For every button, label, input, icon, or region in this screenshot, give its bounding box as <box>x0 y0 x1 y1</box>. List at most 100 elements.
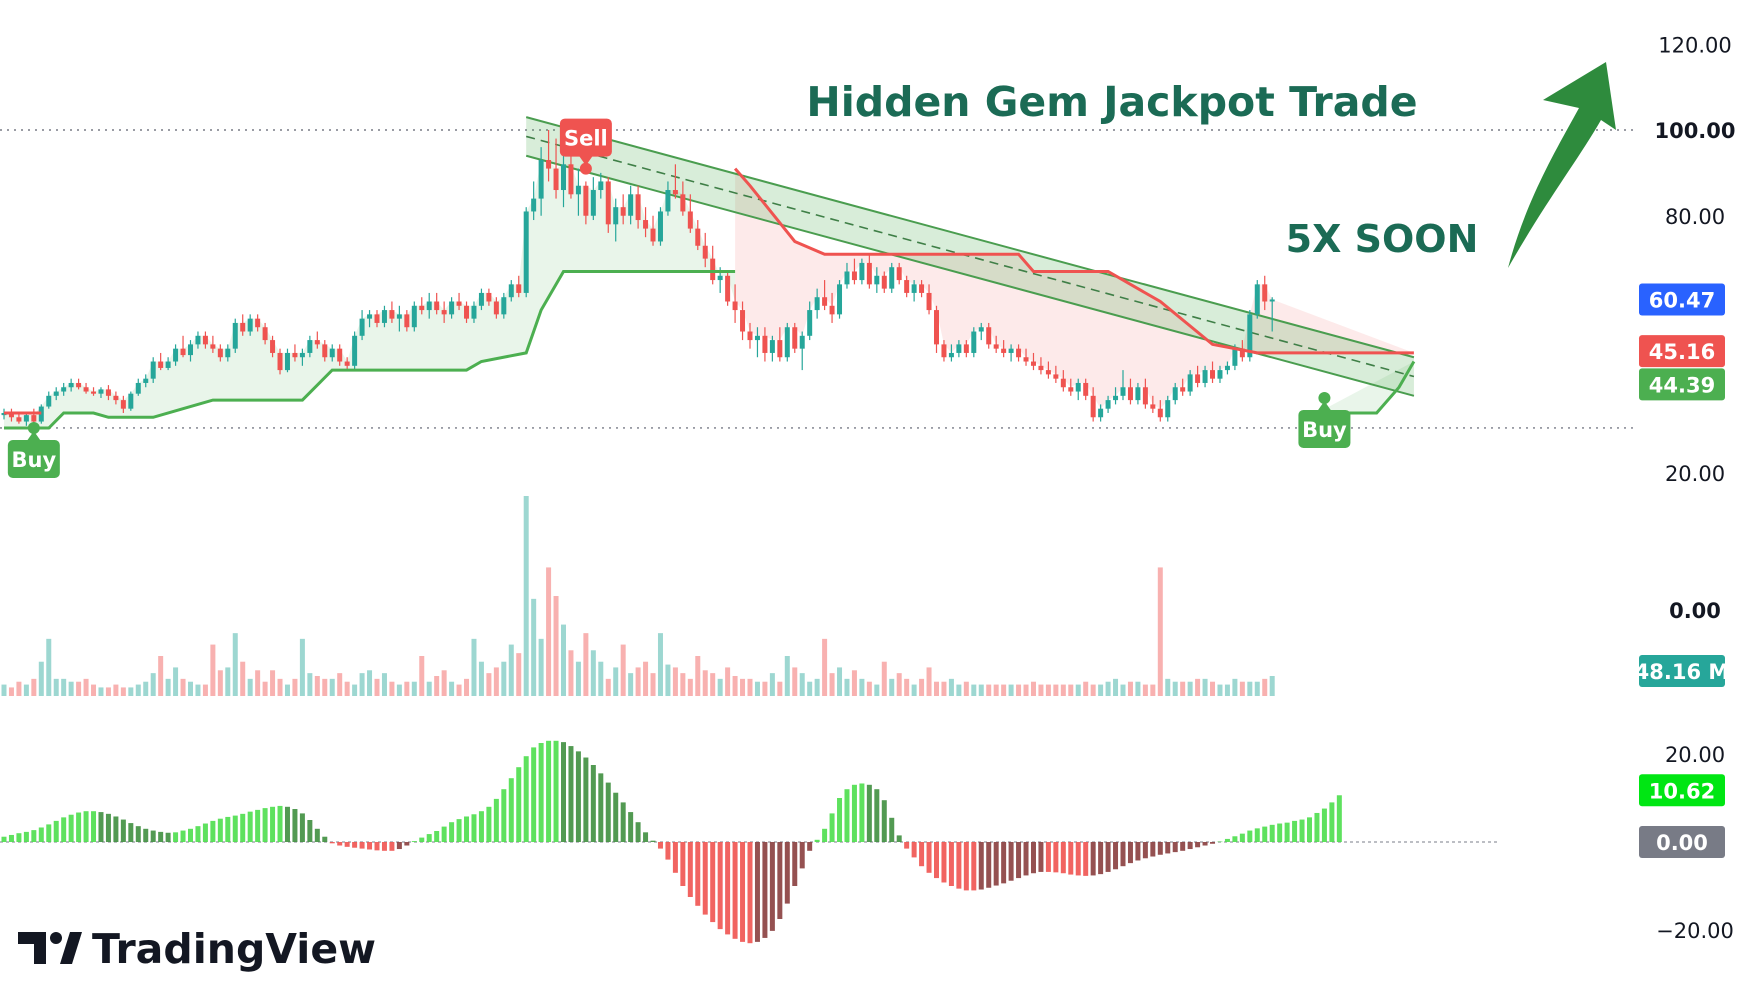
volume-bar <box>1150 684 1156 696</box>
oscillator-bar <box>799 842 805 869</box>
oscillator-bar <box>807 842 813 851</box>
badge-label: 60.47 <box>1649 288 1715 312</box>
candle <box>1269 297 1275 332</box>
candle-body <box>240 322 246 332</box>
price-axis-tick: 120.00 <box>1658 33 1731 57</box>
oscillator-bar <box>993 842 999 886</box>
candle <box>993 335 999 353</box>
candle <box>844 262 850 289</box>
candle-body <box>1150 404 1156 409</box>
oscillator-bar <box>643 832 649 842</box>
candle <box>702 232 708 268</box>
badge-box <box>1639 774 1725 807</box>
candle <box>1224 361 1230 375</box>
oscillator-bar <box>1321 808 1327 842</box>
oscillator-bar <box>225 816 231 842</box>
candle-body <box>732 301 738 311</box>
oscillator-bar <box>605 782 611 842</box>
volume-bar <box>8 687 14 696</box>
volume-bar <box>352 684 358 696</box>
oscillator-bar <box>546 740 552 842</box>
candle-body <box>1232 348 1238 366</box>
candle <box>150 357 156 383</box>
oscillator-bar <box>143 828 149 842</box>
candle-body <box>8 412 14 418</box>
candle <box>978 322 984 341</box>
volume-bar <box>859 678 865 696</box>
candle-body <box>710 258 716 281</box>
volume-bar <box>299 638 305 696</box>
candle-body <box>650 228 656 242</box>
oscillator-bar <box>180 830 186 842</box>
candle <box>829 292 835 323</box>
candle <box>546 130 552 182</box>
candle <box>284 348 290 373</box>
oscillator-bar <box>620 802 626 842</box>
candle <box>426 292 432 319</box>
candle <box>754 327 760 358</box>
resistance-line <box>733 167 1414 355</box>
volume-bar <box>314 676 320 696</box>
candle-body <box>799 335 805 349</box>
volume-bar <box>583 633 589 696</box>
price-axis-tick: 80.00 <box>1665 205 1725 229</box>
candle-body <box>389 310 395 319</box>
oscillator-bar <box>792 842 798 886</box>
candle <box>926 284 932 315</box>
oscillator-bar <box>501 789 507 842</box>
volume-bar <box>98 687 104 696</box>
volume-bar <box>747 678 753 696</box>
candle-body <box>173 348 179 362</box>
candle <box>792 322 798 353</box>
oscillator-bar <box>851 784 857 842</box>
candle-body <box>657 211 663 242</box>
candle <box>217 344 223 362</box>
candle-body <box>1105 400 1111 409</box>
candle <box>8 408 14 422</box>
oscillator-bar <box>299 813 305 842</box>
badge-label: 48.16 M <box>1635 660 1730 684</box>
volume-bar <box>725 667 731 696</box>
candle <box>135 378 141 396</box>
candle-body <box>1172 387 1178 401</box>
volume-bars <box>1 496 1275 696</box>
oscillator-bar <box>866 784 872 842</box>
candle-body <box>934 310 939 345</box>
tradingview-logo-icon <box>18 932 82 964</box>
oscillator-bar <box>657 842 663 849</box>
volume-bar <box>31 678 37 696</box>
candle <box>1105 395 1111 413</box>
volume-bar <box>456 684 462 696</box>
oscillator-bar <box>695 842 701 906</box>
candle-body <box>822 297 828 306</box>
candle-body <box>590 190 596 216</box>
candle-body <box>165 361 171 368</box>
volume-bar <box>881 661 887 696</box>
oscillator-bar <box>120 819 126 842</box>
candle <box>919 280 925 298</box>
oscillator-bar <box>61 817 67 842</box>
oscillator-bar <box>1187 842 1193 850</box>
oscillator-bar <box>1307 817 1312 842</box>
candle-body <box>1195 374 1201 383</box>
volume-bar <box>53 678 59 696</box>
oscillator-bar <box>1254 828 1260 842</box>
oscillator-bar <box>195 826 201 842</box>
volume-bar <box>329 678 335 696</box>
volume-bar <box>1098 684 1104 696</box>
candle <box>262 322 268 345</box>
candle <box>1053 365 1059 383</box>
candle <box>553 138 559 199</box>
candle-body <box>769 340 775 353</box>
last-price-badge: 60.47 <box>1639 283 1725 316</box>
candle-body <box>687 211 693 229</box>
volume-bar <box>202 684 208 696</box>
candle <box>1083 378 1089 401</box>
oscillator-bar <box>814 839 820 842</box>
oscillator-bar <box>1068 842 1074 875</box>
oscillator-bar <box>1142 842 1148 859</box>
oscillator-bar <box>568 746 574 842</box>
signal-markers: Buy Sell Buy <box>7 118 1351 478</box>
volume-bar <box>344 681 350 696</box>
